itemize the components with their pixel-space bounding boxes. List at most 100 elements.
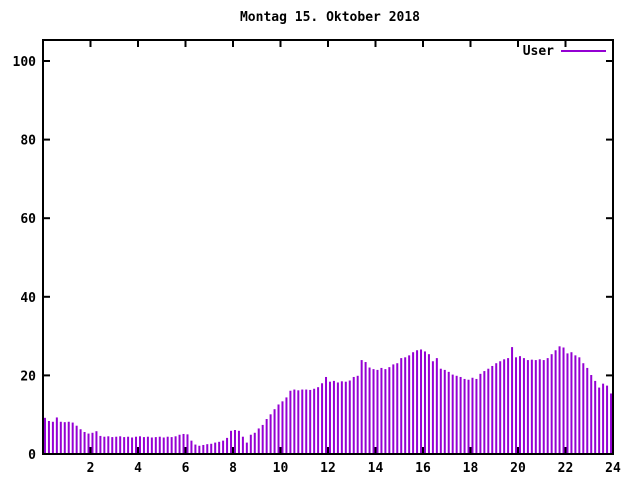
bar bbox=[222, 440, 225, 453]
bar bbox=[594, 380, 597, 453]
bar bbox=[233, 430, 236, 453]
bar bbox=[606, 385, 609, 453]
bar bbox=[178, 434, 181, 453]
bar bbox=[344, 381, 347, 453]
bar bbox=[491, 365, 494, 453]
bar bbox=[150, 437, 153, 453]
bar bbox=[360, 360, 363, 453]
bar bbox=[467, 379, 470, 453]
legend: User bbox=[523, 44, 606, 59]
bar bbox=[43, 417, 46, 453]
bar bbox=[530, 359, 533, 453]
bar bbox=[321, 383, 324, 453]
bar bbox=[495, 363, 498, 453]
bar bbox=[368, 367, 371, 453]
bar bbox=[325, 376, 328, 453]
y-tick-label: 100 bbox=[13, 55, 37, 70]
bar bbox=[194, 444, 197, 453]
bar bbox=[107, 436, 110, 453]
bar bbox=[518, 356, 521, 453]
bar bbox=[586, 367, 589, 453]
bar bbox=[574, 355, 577, 453]
bar bbox=[471, 377, 474, 453]
bar bbox=[427, 354, 430, 453]
bar bbox=[59, 421, 62, 453]
bar bbox=[550, 354, 553, 453]
bar bbox=[230, 430, 233, 453]
y-tick-label: 20 bbox=[20, 369, 36, 384]
bar bbox=[55, 417, 58, 453]
bar bbox=[566, 353, 569, 453]
bar bbox=[546, 358, 549, 453]
bar bbox=[79, 429, 82, 453]
bar bbox=[123, 437, 126, 453]
bar bbox=[408, 355, 411, 453]
x-tick-label: 16 bbox=[415, 461, 431, 476]
bar bbox=[507, 358, 510, 453]
chart-title: Montag 15. Oktober 2018 bbox=[240, 10, 420, 25]
bar bbox=[245, 442, 248, 453]
bar bbox=[455, 375, 458, 453]
x-tick-label: 6 bbox=[182, 461, 190, 476]
bars-series-user bbox=[43, 346, 613, 453]
bar bbox=[170, 437, 173, 453]
bar bbox=[459, 376, 462, 453]
bar bbox=[336, 382, 339, 453]
bar bbox=[400, 358, 403, 453]
bar bbox=[396, 363, 399, 453]
bar bbox=[348, 380, 351, 453]
bar bbox=[63, 422, 66, 453]
bar bbox=[210, 443, 213, 453]
bar bbox=[218, 441, 221, 453]
bar bbox=[51, 421, 54, 453]
bar bbox=[522, 358, 525, 453]
bar bbox=[479, 373, 482, 453]
y-tick-label: 40 bbox=[20, 291, 36, 306]
bar bbox=[186, 434, 189, 453]
bar bbox=[554, 350, 557, 453]
bar bbox=[241, 436, 244, 453]
x-tick-label: 4 bbox=[134, 461, 142, 476]
x-tick-label: 18 bbox=[463, 461, 479, 476]
bar bbox=[202, 444, 205, 453]
bar bbox=[558, 346, 561, 453]
bar bbox=[582, 363, 585, 453]
legend-label-user: User bbox=[523, 44, 554, 59]
bar bbox=[332, 380, 335, 453]
bar bbox=[503, 359, 506, 453]
bar bbox=[281, 401, 284, 453]
bar bbox=[99, 435, 102, 453]
bar bbox=[451, 374, 454, 453]
bar bbox=[590, 375, 593, 453]
bar bbox=[297, 390, 300, 453]
bar bbox=[328, 381, 331, 453]
bar bbox=[562, 347, 565, 453]
bar bbox=[570, 352, 573, 453]
bar bbox=[487, 368, 490, 453]
bar bbox=[301, 389, 304, 453]
bar bbox=[67, 421, 70, 453]
bar bbox=[127, 436, 130, 453]
bar bbox=[237, 430, 240, 453]
bar bbox=[111, 437, 114, 453]
bar bbox=[423, 351, 426, 453]
bar bbox=[352, 376, 355, 453]
bar bbox=[154, 437, 157, 453]
x-tick-label: 8 bbox=[229, 461, 237, 476]
bar bbox=[83, 431, 86, 453]
bar bbox=[538, 359, 541, 453]
bar bbox=[265, 419, 268, 453]
bar bbox=[463, 378, 466, 453]
bar bbox=[182, 433, 185, 453]
bar bbox=[305, 389, 308, 453]
bar bbox=[526, 360, 529, 453]
bar bbox=[135, 436, 138, 453]
x-tick-label: 20 bbox=[510, 461, 526, 476]
bar bbox=[317, 387, 320, 453]
bar bbox=[309, 389, 312, 453]
bar bbox=[439, 368, 442, 453]
bar bbox=[115, 436, 118, 453]
